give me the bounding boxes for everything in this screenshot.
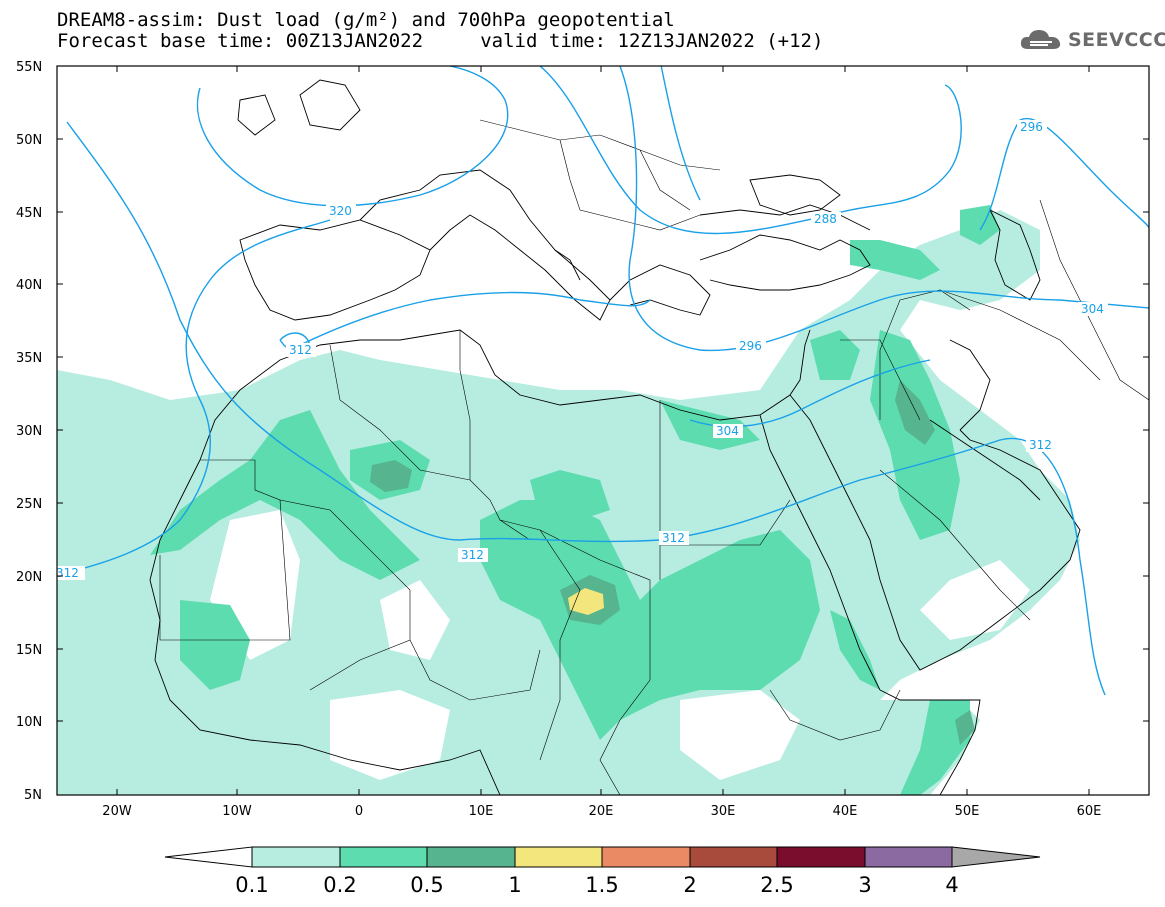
- colorbar-segment: [514, 846, 603, 868]
- longitude-axis: 20W 10W 0 10E 20E 30E 40E 50E 60E: [102, 804, 1101, 819]
- lat-label: 5N: [24, 788, 42, 803]
- lon-label: 50E: [955, 804, 980, 819]
- colorbar-label: 0.5: [410, 873, 443, 897]
- contour-label-bg: [286, 343, 316, 357]
- colorbar-segment: [339, 846, 428, 868]
- lat-label: 55N: [16, 60, 42, 75]
- colorbar-segment: [689, 846, 778, 868]
- map-subtitle: Forecast base time: 00Z13JAN2022 valid t…: [57, 30, 824, 52]
- contour-label-bg: [811, 212, 841, 226]
- contour-label-bg: [1078, 302, 1108, 316]
- contour-label-304: 304: [1081, 302, 1104, 316]
- colorbar-segment: [776, 846, 866, 868]
- colorbar-labels: 0.1 0.2 0.5 1 1.5 2 2.5 3 4: [235, 873, 958, 897]
- lon-label: 10W: [222, 804, 252, 819]
- lon-label: 20W: [102, 804, 132, 819]
- lat-label: 30N: [16, 424, 42, 439]
- contour-label-320: 320: [329, 204, 352, 218]
- map-title: DREAM8-assim: Dust load (g/m²) and 700hP…: [57, 9, 675, 31]
- contour-label-304: 304: [716, 424, 739, 438]
- lat-label: 20N: [16, 570, 42, 585]
- colorbar-label: 1.5: [585, 873, 618, 897]
- lat-label: 35N: [16, 351, 42, 366]
- lat-label: 15N: [16, 643, 42, 658]
- colorbar-label: 2: [683, 873, 696, 897]
- latitude-axis: 55N 50N 45N 40N 35N 30N 25N 20N 15N 10N …: [16, 60, 42, 803]
- colorbar-lower-arrow: [164, 846, 253, 868]
- contour-label-312: 312: [1029, 438, 1052, 452]
- colorbar-label: 4: [945, 873, 958, 897]
- colorbar-segment: [864, 846, 953, 868]
- dust-shading: [57, 205, 1080, 795]
- cloud-icon: [1020, 30, 1061, 49]
- colorbar-segment: [251, 846, 341, 868]
- lon-label: 60E: [1077, 804, 1102, 819]
- geopotential-contours: [57, 66, 1149, 696]
- contour-label-bg: [736, 339, 766, 353]
- colorbar-segment: [601, 846, 691, 868]
- contour-label-296: 296: [739, 339, 762, 353]
- color-bar: [164, 846, 1041, 868]
- colorbar-upper-arrow: [951, 846, 1041, 868]
- contour-label-296: 296: [1020, 120, 1043, 134]
- lat-label: 40N: [16, 278, 42, 293]
- lat-ticks: [57, 66, 1149, 795]
- colorbar-label: 2.5: [760, 873, 793, 897]
- contour-label-288: 288: [814, 212, 837, 226]
- contour-label-bg: [1026, 438, 1056, 452]
- lon-label: 30E: [711, 804, 736, 819]
- contour-label-bg: [326, 204, 356, 218]
- lat-label: 25N: [16, 497, 42, 512]
- seevccc-logo: SEEVCCC: [1018, 27, 1165, 53]
- lat-label: 50N: [16, 133, 42, 148]
- lon-label: 40E: [833, 804, 858, 819]
- contour-label-bg: [713, 424, 743, 438]
- lon-label: 20E: [589, 804, 614, 819]
- logo-text: SEEVCCC: [1068, 29, 1165, 51]
- colorbar-label: 1: [508, 873, 521, 897]
- contour-label-312: 312: [662, 531, 685, 545]
- contour-label-group: 320 288 296 296 304 304 312 312 312 312 …: [55, 120, 1108, 580]
- contour-label-bg: [458, 548, 488, 562]
- contour-label-312: 312: [461, 548, 484, 562]
- lat-label: 10N: [16, 715, 42, 730]
- colorbar-label: 0.2: [323, 873, 356, 897]
- colorbar-label: 3: [858, 873, 871, 897]
- contour-label-bg: [659, 531, 689, 545]
- lon-label: 0: [355, 804, 363, 819]
- contour-label-312: 312: [289, 343, 312, 357]
- country-borders: [159, 119, 1149, 795]
- contour-label-bg: [1017, 120, 1047, 134]
- lat-label: 45N: [16, 206, 42, 221]
- colorbar-segment: [426, 846, 516, 868]
- contour-label-312: 312: [56, 566, 79, 580]
- lon-label: 10E: [469, 804, 494, 819]
- colorbar-label: 0.1: [235, 873, 268, 897]
